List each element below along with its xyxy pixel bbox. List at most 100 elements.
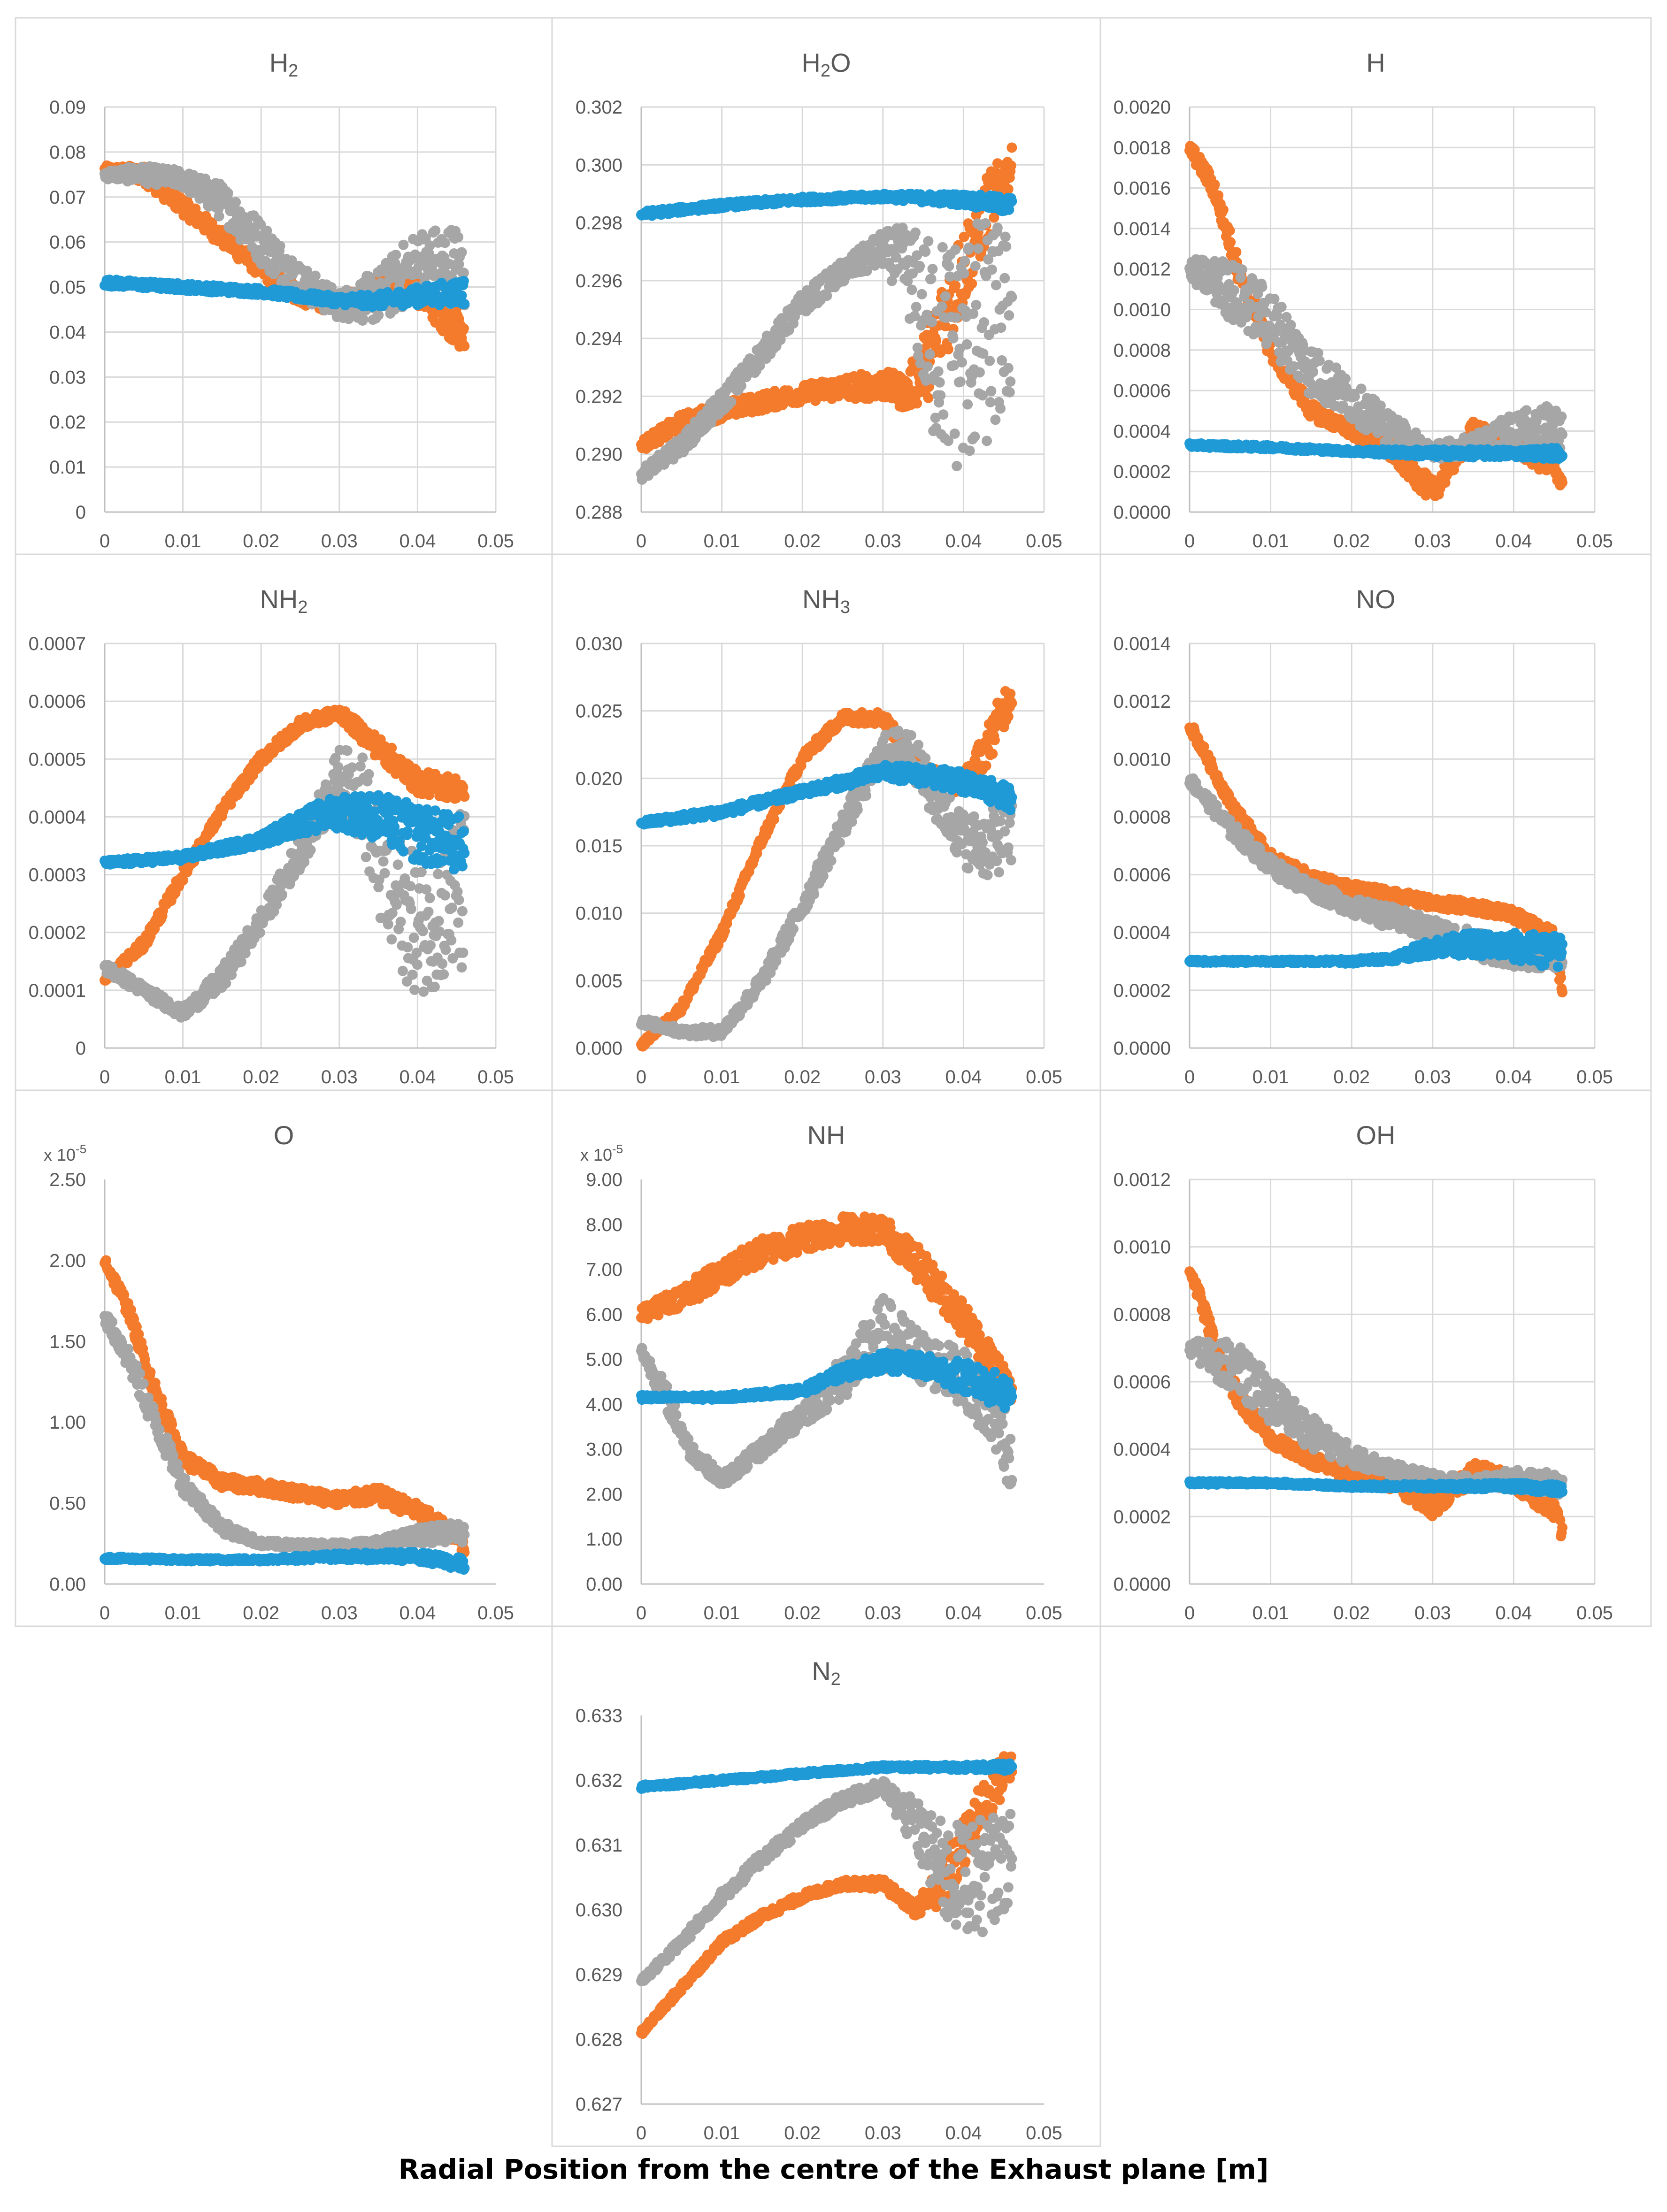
scatter-point bbox=[1237, 264, 1247, 275]
scatter-point bbox=[996, 322, 1006, 333]
scatter-point bbox=[938, 409, 949, 420]
scatter-point bbox=[430, 225, 441, 236]
scatter-point bbox=[927, 317, 937, 328]
scatter-point bbox=[923, 236, 934, 246]
y-tick-label: 0.0008 bbox=[1114, 340, 1171, 361]
scatter-point bbox=[1269, 293, 1280, 304]
scatter-point bbox=[926, 274, 937, 284]
x-tick-label: 0.05 bbox=[1576, 531, 1613, 551]
scatter-point bbox=[943, 344, 953, 355]
y-tick-label: 0.07 bbox=[49, 187, 86, 208]
scatter-point bbox=[310, 270, 321, 281]
scatter-point bbox=[920, 246, 931, 257]
scatter-point bbox=[1001, 241, 1012, 252]
scatter-point bbox=[1224, 225, 1235, 236]
x-tick-label: 0.02 bbox=[1333, 531, 1370, 551]
x-tick-label: 0.04 bbox=[399, 1067, 436, 1087]
scatter-point bbox=[1000, 231, 1011, 242]
y-tick-label: 0.0001 bbox=[29, 980, 86, 1001]
y-tick-label: 0.294 bbox=[576, 329, 622, 349]
scatter-point bbox=[910, 227, 921, 238]
scatter-point bbox=[986, 264, 997, 275]
x-tick-label: 0.03 bbox=[321, 1067, 358, 1087]
y-tick-label: 0.300 bbox=[576, 155, 622, 176]
y-tick-label: 0.292 bbox=[576, 386, 622, 407]
scatter-point bbox=[911, 302, 922, 312]
x-tick-label: 0.05 bbox=[477, 531, 514, 551]
scatter-point bbox=[956, 357, 967, 367]
x-tick-label: 0.05 bbox=[1026, 531, 1062, 551]
x-tick-label: 0 bbox=[100, 1067, 110, 1087]
x-tick-label: 0.04 bbox=[399, 531, 436, 551]
scatter-point bbox=[1557, 477, 1567, 488]
scatter-point bbox=[1340, 373, 1351, 384]
scatter-point bbox=[982, 436, 992, 446]
scatter-point bbox=[951, 312, 961, 323]
scatter-point bbox=[955, 376, 966, 387]
scatter-point bbox=[940, 291, 951, 302]
scatter-point bbox=[1356, 383, 1367, 394]
y-tick-label: 0.08 bbox=[49, 142, 86, 163]
y-tick-label: 0.296 bbox=[576, 271, 622, 291]
scatter-point bbox=[1005, 376, 1016, 387]
scatter-point bbox=[924, 349, 935, 360]
y-tick-label: 0.0016 bbox=[1114, 178, 1171, 199]
scatter-point bbox=[1006, 196, 1017, 207]
scatter-point bbox=[937, 242, 948, 253]
panel-nh2: NH200.00010.00020.00030.00040.00050.0006… bbox=[15, 553, 553, 1091]
scatter-point bbox=[458, 276, 469, 286]
scatter-point bbox=[1209, 179, 1220, 190]
scatter-point bbox=[1314, 355, 1325, 366]
scatter-point bbox=[935, 390, 946, 401]
scatter-point bbox=[970, 261, 981, 271]
x-tick-label: 0 bbox=[1184, 531, 1195, 551]
y-tick-label: 0.05 bbox=[49, 277, 86, 298]
scatter-point bbox=[990, 414, 1001, 425]
scatter-point bbox=[1225, 237, 1236, 247]
scatter-point bbox=[459, 299, 470, 309]
scatter-point bbox=[1557, 451, 1567, 461]
scatter-point bbox=[950, 244, 961, 255]
scatter-point bbox=[960, 256, 970, 266]
y-tick-label: 0.0018 bbox=[1114, 138, 1171, 158]
scatter-point bbox=[961, 339, 972, 350]
scatter-point bbox=[1276, 301, 1287, 312]
scatter-point bbox=[948, 333, 959, 344]
y-tick-label: 0.298 bbox=[576, 213, 622, 234]
y-tick-label: 0.02 bbox=[49, 412, 86, 433]
scatter-point bbox=[456, 247, 467, 258]
scatter-point bbox=[453, 232, 464, 243]
scatter-point bbox=[964, 445, 975, 456]
scatter-point bbox=[964, 242, 975, 253]
scatter-point bbox=[270, 265, 281, 276]
y-tick-label: 0.09 bbox=[49, 97, 86, 118]
scatter-point bbox=[458, 323, 469, 334]
y-tick-label: 0.0005 bbox=[29, 749, 86, 770]
y-tick-label: 0.0010 bbox=[1114, 300, 1171, 321]
scatter-point bbox=[959, 268, 969, 279]
y-tick-label: 0.0012 bbox=[1114, 259, 1171, 280]
scatter-point bbox=[1004, 387, 1015, 398]
y-tick-label: 0.0006 bbox=[29, 691, 86, 712]
x-tick-label: 0.04 bbox=[945, 531, 982, 551]
panel-border bbox=[1099, 17, 1652, 555]
scatter-point bbox=[999, 273, 1010, 283]
scatter-point bbox=[1557, 429, 1567, 440]
scatter-point bbox=[1218, 205, 1229, 215]
scatter-point bbox=[1006, 292, 1017, 302]
scatter-point bbox=[992, 222, 1003, 233]
scatter-point bbox=[906, 284, 917, 295]
scatter-point bbox=[1229, 285, 1239, 296]
scatter-point bbox=[1257, 282, 1268, 292]
y-tick-label: 0.01 bbox=[49, 457, 86, 478]
scatter-point bbox=[991, 280, 1001, 291]
x-tick-label: 0 bbox=[100, 531, 110, 551]
chart-title: H bbox=[1366, 48, 1385, 77]
scatter-point bbox=[962, 399, 973, 410]
scatter-point bbox=[1006, 142, 1017, 153]
y-tick-label: 0.04 bbox=[49, 322, 86, 343]
y-tick-label: 0.0020 bbox=[1114, 97, 1171, 118]
y-tick-label: 0.0002 bbox=[29, 923, 86, 943]
y-tick-label: 0 bbox=[76, 502, 86, 523]
